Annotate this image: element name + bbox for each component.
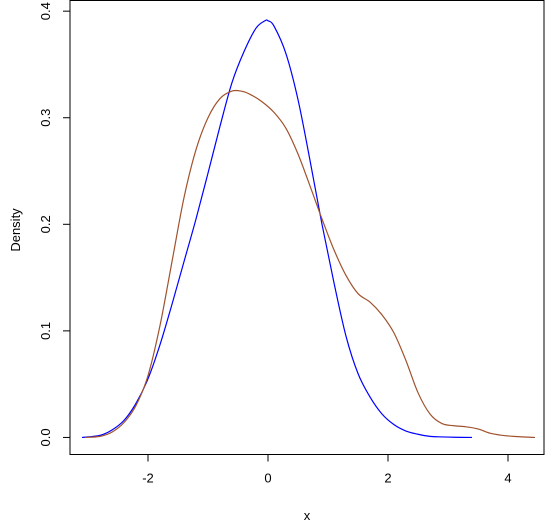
y-tick-label: 0.2 bbox=[38, 215, 53, 233]
y-tick-label: 0.3 bbox=[38, 109, 53, 127]
density-curve-2 bbox=[84, 89, 536, 439]
x-axis: -2 0 2 4 bbox=[142, 454, 512, 486]
x-axis-title: x bbox=[304, 508, 311, 523]
y-axis-title: Density bbox=[8, 208, 23, 252]
series-layer bbox=[81, 19, 536, 439]
plot-box bbox=[69, 0, 545, 455]
x-tick-label: 4 bbox=[504, 471, 511, 486]
y-tick-label: 0.4 bbox=[38, 2, 53, 20]
y-tick-label: 0.0 bbox=[38, 428, 53, 446]
density-curve-1 bbox=[81, 19, 473, 439]
x-tick-label: 2 bbox=[384, 471, 391, 486]
y-tick-label: 0.1 bbox=[38, 322, 53, 340]
x-tick-label: 0 bbox=[264, 471, 271, 486]
y-axis: 0.0 0.1 0.2 0.3 0.4 bbox=[38, 2, 70, 446]
x-tick-label: -2 bbox=[142, 471, 154, 486]
